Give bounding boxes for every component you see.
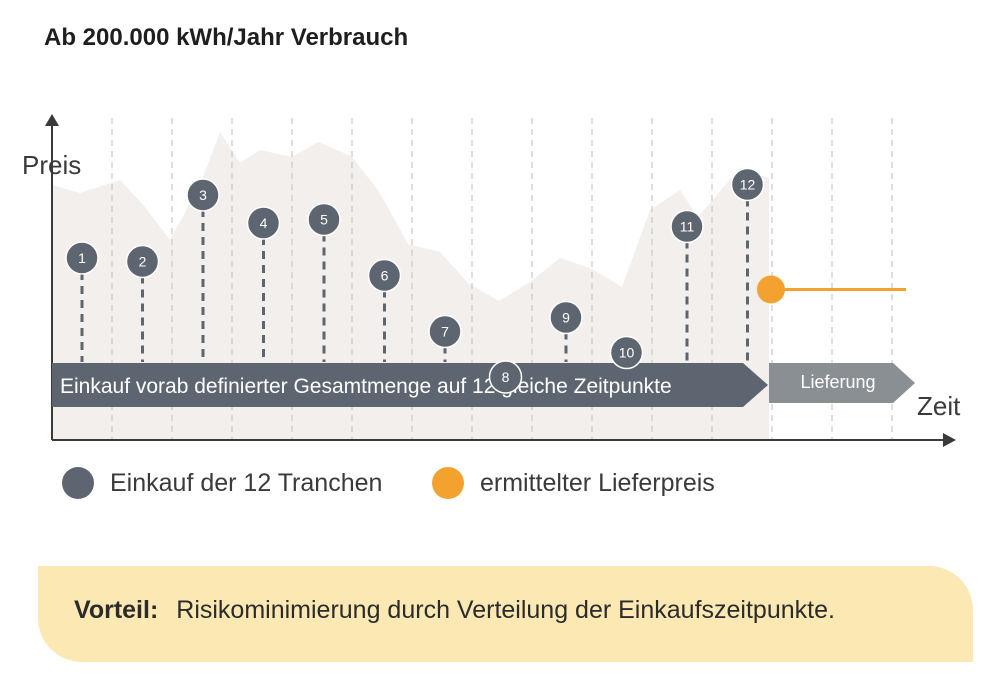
- tranche-number: 8: [502, 369, 510, 385]
- tranche-marker-circle: [65, 241, 99, 275]
- tranche-marker: 3: [186, 178, 220, 212]
- tranche-marker: 12: [730, 167, 765, 202]
- purchase-arrow: [52, 363, 768, 407]
- advantage-box: Vorteil: Risikominimierung durch Verteilu…: [38, 566, 973, 662]
- tranche-marker-circle: [730, 167, 765, 202]
- tranche-marker-circle: [609, 335, 644, 370]
- delivery-arrow-label: Lieferung: [800, 372, 875, 392]
- tranche-number: 1: [78, 250, 86, 266]
- tranche-marker-circle: [186, 178, 220, 212]
- advantage-text: Vorteil: Risikominimierung durch Verteilu…: [74, 596, 835, 625]
- tranche-number: 12: [740, 177, 756, 193]
- legend-label-delivery-price: ermittelter Lieferpreis: [480, 468, 715, 497]
- tranche-marker-circle: [367, 258, 402, 293]
- tranche-number: 3: [199, 187, 207, 203]
- delivery-arrow: [769, 363, 915, 403]
- tranche-marker: 2: [125, 244, 160, 279]
- tranche-number: 4: [260, 215, 268, 231]
- tranche-number: 9: [562, 310, 570, 326]
- y-axis-arrow: [45, 114, 59, 126]
- tranche-marker: 6: [367, 258, 402, 293]
- tranche-number: 10: [619, 345, 635, 361]
- tranche-marker: 1: [65, 241, 99, 275]
- tranche-marker: 9: [549, 300, 583, 335]
- tranche-number: 2: [139, 254, 147, 270]
- x-axis-arrow: [943, 433, 956, 447]
- tranche-marker: 8: [488, 360, 523, 394]
- tranche-number: 7: [441, 324, 449, 340]
- tranche-marker-circle: [246, 206, 281, 240]
- advantage-description: Risikominimierung durch Verteilung der E…: [176, 596, 835, 624]
- tranche-marker-circle: [125, 244, 160, 279]
- tranche-number: 6: [381, 268, 389, 284]
- tranche-number: 11: [680, 219, 695, 235]
- legend-marker-grey: [62, 467, 94, 499]
- legend-label-tranches: Einkauf der 12 Tranchen: [110, 468, 383, 497]
- delivery-price-marker: [757, 275, 785, 304]
- tranche-marker: 11: [670, 209, 704, 244]
- tranche-marker-circle: [307, 202, 341, 237]
- tranche-marker: 10: [609, 335, 644, 370]
- y-axis-label: Preis: [22, 150, 82, 180]
- legend-item-delivery-price: ermittelter Lieferpreis: [432, 467, 715, 499]
- legend-item-tranches: Einkauf der 12 Tranchen: [62, 467, 382, 499]
- tranche-marker: 4: [246, 206, 281, 240]
- x-axis-label: Zeit: [917, 391, 961, 421]
- tranche-marker: 7: [428, 314, 462, 349]
- tranche-marker-circle: [428, 314, 462, 349]
- tranche-marker-circle: [670, 209, 704, 244]
- tranche-number: 5: [320, 212, 328, 228]
- tranche-marker-circle: [549, 300, 583, 335]
- purchase-arrow-label: Einkauf vorab definierter Gesamtmenge au…: [60, 375, 672, 398]
- chart-title: Ab 200.000 kWh/Jahr Verbrauch: [44, 24, 409, 51]
- advantage-label: Vorteil:: [74, 596, 159, 624]
- legend-marker-orange: [432, 467, 464, 499]
- tranche-marker-circle: [488, 360, 523, 394]
- tranche-marker: 5: [307, 202, 341, 237]
